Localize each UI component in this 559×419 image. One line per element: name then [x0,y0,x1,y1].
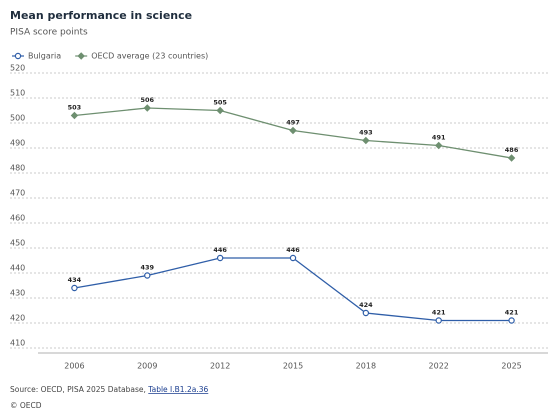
y-tick-label: 470 [10,189,25,198]
y-tick-label: 460 [10,214,25,223]
point [435,317,442,324]
x-tick-label: 2012 [210,362,230,371]
point [14,52,22,60]
point [216,254,224,262]
data-label: 434 [68,276,82,284]
point [362,309,370,317]
x-tick-label: 2022 [429,362,449,371]
chart-subtitle: PISA score points [10,28,88,38]
point [435,141,443,150]
source-note: Source: OECD, PISA 2025 Database, Table … [10,385,208,394]
x-tick-label: 2025 [501,362,521,371]
y-tick-label: 410 [10,339,25,348]
x-tick-label: 2018 [356,362,376,371]
data-label: 446 [213,246,227,254]
data-label: 439 [140,264,154,272]
point [508,317,515,324]
point [507,154,516,162]
data-label: 506 [140,96,154,104]
data-label: 491 [432,134,446,142]
point [71,284,78,292]
copyright: © OECD [10,401,42,410]
data-label: 505 [213,99,227,107]
data-label: 493 [359,129,373,137]
point [289,126,297,135]
data-label: 446 [286,246,300,254]
point [70,111,79,120]
data-label: 421 [505,309,519,317]
x-tick-label: 2006 [64,362,84,371]
point [143,104,151,112]
point [77,52,85,60]
data-label: 486 [505,146,519,154]
source-text: Source: OECD, PISA 2025 Database, [10,385,148,394]
point [216,106,224,115]
y-tick-label: 450 [10,239,25,248]
source-link[interactable]: Table I.B1.2a.36 [147,385,208,394]
y-tick-label: 520 [10,64,25,73]
y-tick-label: 430 [10,289,25,298]
point [362,136,370,145]
x-tick-label: 2015 [283,362,303,371]
data-label: 503 [68,104,82,112]
point [289,254,297,262]
data-label: 497 [286,119,300,127]
legend-label: OECD average (23 countries) [91,52,208,61]
x-tick-label: 2009 [137,362,157,371]
y-tick-label: 510 [10,89,25,98]
y-tick-label: 500 [10,114,25,123]
y-tick-label: 420 [10,314,25,323]
data-label: 424 [359,301,373,309]
y-tick-label: 440 [10,264,25,273]
y-tick-label: 490 [10,139,25,148]
data-label: 421 [432,309,446,317]
legend-label: Bulgaria [28,52,61,61]
chart-title: Mean performance in science [10,9,192,22]
y-tick-label: 480 [10,164,25,173]
point [144,272,151,279]
